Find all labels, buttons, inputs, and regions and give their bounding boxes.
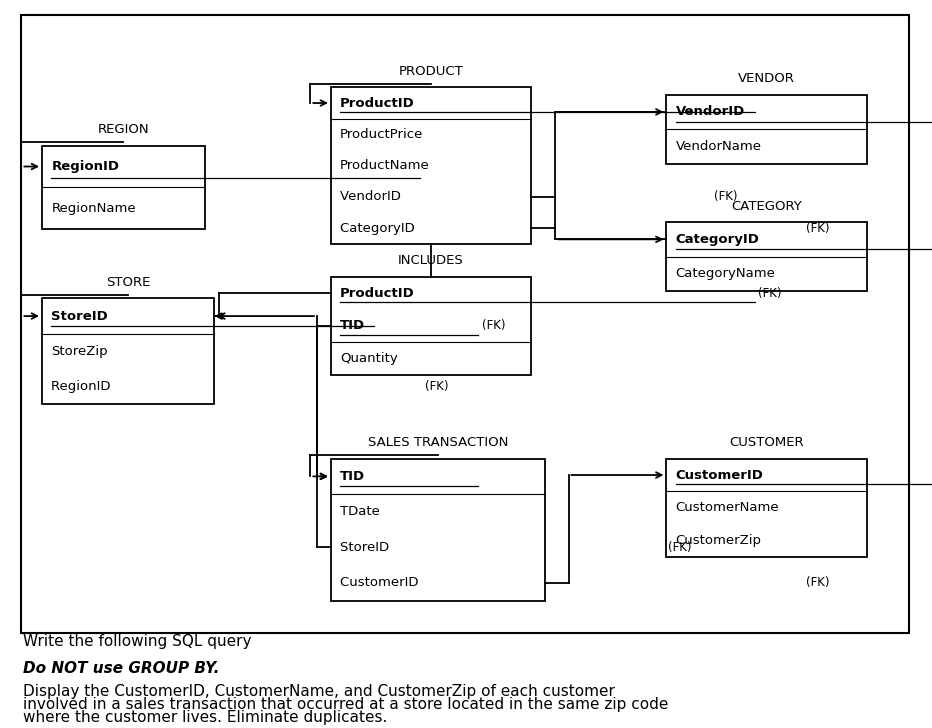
Bar	[666, 222, 867, 291]
Text: (FK): (FK)	[806, 577, 829, 590]
Text: CategoryID: CategoryID	[340, 222, 423, 234]
Text: CategoryName: CategoryName	[676, 267, 775, 280]
Text: (FK): (FK)	[714, 191, 737, 203]
Text: Do NOT use GROUP BY.: Do NOT use GROUP BY.	[23, 660, 220, 676]
Text: ProductPrice: ProductPrice	[340, 128, 423, 141]
Text: (FK): (FK)	[759, 287, 782, 299]
Text: where the customer lives. Eliminate duplicates.: where the customer lives. Eliminate dupl…	[23, 710, 388, 725]
Bar	[666, 459, 867, 557]
Text: PRODUCT: PRODUCT	[399, 65, 463, 78]
Text: TDate: TDate	[340, 505, 380, 518]
Text: StoreID: StoreID	[340, 541, 398, 554]
Text: VendorID: VendorID	[676, 106, 745, 119]
Text: CUSTOMER: CUSTOMER	[729, 436, 804, 449]
Text: CustomerID: CustomerID	[676, 469, 763, 481]
Text: Quantity: Quantity	[340, 352, 398, 365]
Text: INCLUDES: INCLUDES	[398, 254, 464, 267]
Bar	[331, 277, 531, 375]
Text: Display the CustomerID, CustomerName, and CustomerZip of each customer: Display the CustomerID, CustomerName, an…	[23, 684, 615, 699]
Text: RegionID: RegionID	[51, 380, 119, 393]
Text: RegionID: RegionID	[51, 160, 119, 173]
Bar	[666, 95, 867, 164]
Text: RegionName: RegionName	[51, 202, 136, 215]
Text: involved in a sales transaction that occurred at a store located in the same zip: involved in a sales transaction that occ…	[23, 697, 668, 712]
Text: STORE: STORE	[106, 276, 150, 289]
Text: Write the following SQL query: Write the following SQL query	[23, 634, 256, 649]
Bar	[42, 298, 214, 404]
Text: (FK): (FK)	[425, 380, 448, 393]
Text: StoreID: StoreID	[51, 309, 108, 323]
Bar	[42, 146, 205, 229]
Text: VendorID: VendorID	[340, 191, 409, 203]
Text: CustomerName: CustomerName	[676, 502, 779, 514]
Text: ProductName: ProductName	[340, 159, 430, 172]
Text: (FK): (FK)	[482, 320, 505, 332]
Text: VendorName: VendorName	[676, 140, 761, 153]
Text: TID: TID	[340, 320, 365, 332]
Text: SALES TRANSACTION: SALES TRANSACTION	[368, 436, 508, 449]
Text: ProductID: ProductID	[340, 97, 415, 109]
Text: CustomerZip: CustomerZip	[676, 534, 761, 547]
Text: StoreZip: StoreZip	[51, 345, 108, 357]
Bar	[21, 15, 909, 633]
Bar	[331, 87, 531, 244]
Text: (FK): (FK)	[806, 222, 829, 234]
Bar	[331, 459, 545, 601]
Text: (FK): (FK)	[668, 541, 692, 554]
Text: REGION: REGION	[98, 123, 149, 136]
Text: CategoryID: CategoryID	[676, 233, 760, 246]
Text: TID: TID	[340, 470, 365, 483]
Text: VENDOR: VENDOR	[738, 72, 795, 85]
Text: CustomerID: CustomerID	[340, 577, 427, 590]
Text: CATEGORY: CATEGORY	[732, 199, 802, 213]
Text: ProductID: ProductID	[340, 287, 415, 299]
